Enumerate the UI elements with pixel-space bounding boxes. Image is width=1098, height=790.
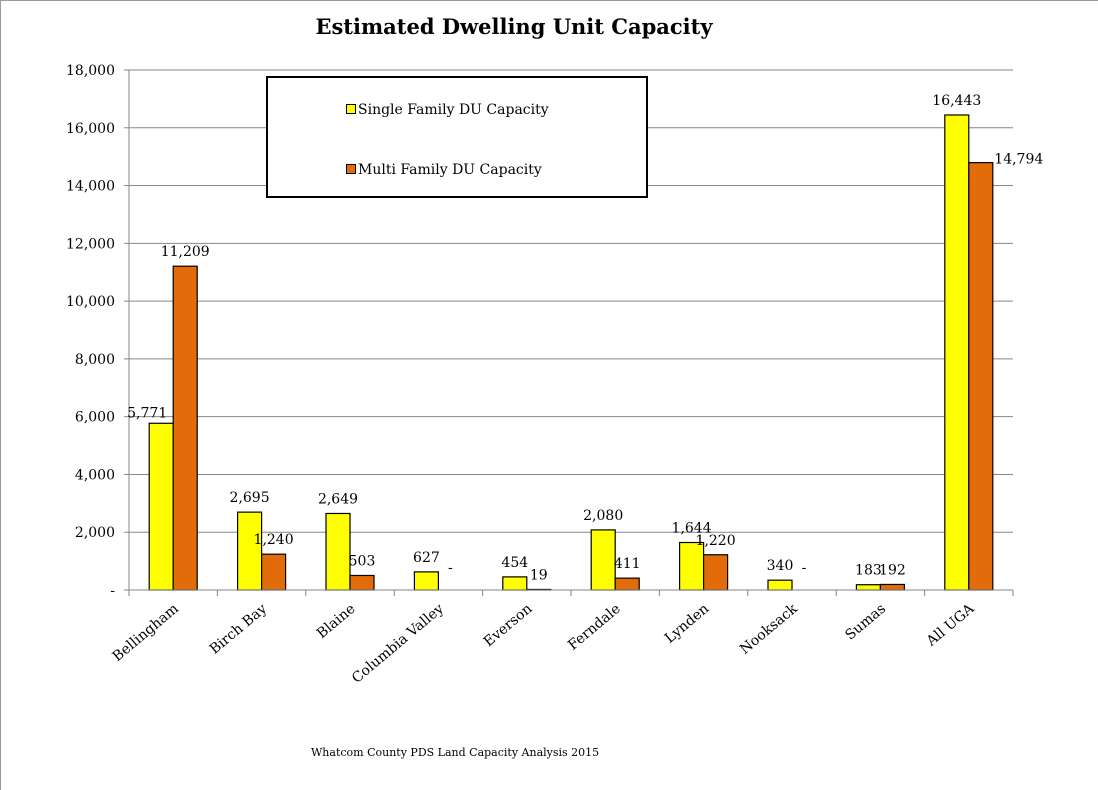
source-note: Whatcom County PDS Land Capacity Analysi…: [311, 746, 600, 759]
data-label: 1,240: [254, 532, 294, 548]
legend-label-multi-family: Multi Family DU Capacity: [358, 162, 542, 178]
legend-swatch-multi-family: [346, 164, 356, 174]
data-label: 14,794: [994, 152, 1043, 168]
x-tick-label: Nooksack: [737, 600, 801, 657]
bar-single-family: [767, 579, 793, 591]
x-tick-label: Birch Bay: [207, 601, 270, 658]
bar-multi-family: [614, 577, 640, 591]
legend-item-multi-family: Multi Family DU Capacity: [346, 162, 542, 178]
bar-multi-family: [261, 553, 287, 591]
y-tick-label: 14,000: [66, 179, 115, 195]
x-tick-label: Lynden: [662, 601, 712, 647]
data-label: -: [448, 560, 453, 576]
data-label: -: [802, 560, 807, 576]
x-tick-label: All UGA: [923, 600, 978, 650]
y-tick-label: 12,000: [66, 236, 115, 252]
bar-single-family: [148, 422, 174, 591]
bar-multi-family: [968, 162, 994, 591]
data-label: 183: [855, 563, 882, 579]
bar-single-family: [237, 511, 263, 591]
data-label: 16,443: [932, 93, 981, 109]
x-tick-label: Sumas: [842, 601, 889, 644]
bar-single-family: [678, 541, 705, 591]
y-tick-label: 16,000: [66, 121, 115, 137]
data-label: 454: [501, 555, 528, 571]
data-label: 1,644: [672, 521, 712, 537]
data-label: 192: [879, 562, 906, 578]
x-tick-label: Blaine: [314, 601, 359, 642]
data-label: 19: [530, 567, 548, 583]
y-tick-label: 4,000: [75, 467, 115, 483]
data-label: 5,771: [127, 405, 167, 421]
bar-single-family: [855, 584, 882, 591]
bar-single-family: [413, 571, 439, 591]
bar-single-family: [944, 114, 970, 591]
data-label: 1,220: [696, 533, 736, 549]
x-tick-label: Ferndale: [565, 601, 624, 654]
bar-multi-family: [879, 583, 906, 591]
y-tick-label: 6,000: [75, 410, 115, 426]
data-label: 2,695: [230, 490, 270, 506]
bar-single-family: [325, 512, 351, 591]
chart-title: Estimated Dwelling Unit Capacity: [315, 14, 713, 39]
bar-multi-family: [172, 265, 198, 591]
data-label: 2,080: [583, 508, 623, 524]
bar-single-family: [590, 529, 616, 591]
bar-multi-family: [702, 554, 729, 591]
x-tick-label: Everson: [481, 601, 536, 650]
data-label: 340: [767, 558, 794, 574]
data-label: 411: [614, 556, 641, 572]
data-label: 503: [349, 553, 376, 569]
x-tick-label: Bellingham: [110, 601, 182, 665]
legend-swatch-single-family: [346, 104, 356, 114]
legend-item-single-family: Single Family DU Capacity: [346, 102, 549, 118]
data-label: 11,209: [161, 244, 210, 260]
y-tick-label: 10,000: [66, 294, 115, 310]
y-tick-label: -: [110, 583, 115, 599]
legend-label-single-family: Single Family DU Capacity: [358, 102, 549, 118]
data-label: 2,649: [318, 491, 358, 507]
bar-multi-family: [349, 574, 375, 591]
y-tick-label: 2,000: [75, 525, 115, 541]
x-tick-label: Columbia Valley: [349, 601, 447, 687]
bar-single-family: [502, 576, 528, 591]
data-label: 627: [413, 550, 440, 566]
y-tick-label: 18,000: [66, 63, 115, 79]
y-tick-label: 8,000: [75, 352, 115, 368]
chart-legend: Single Family DU Capacity Multi Family D…: [266, 76, 648, 198]
